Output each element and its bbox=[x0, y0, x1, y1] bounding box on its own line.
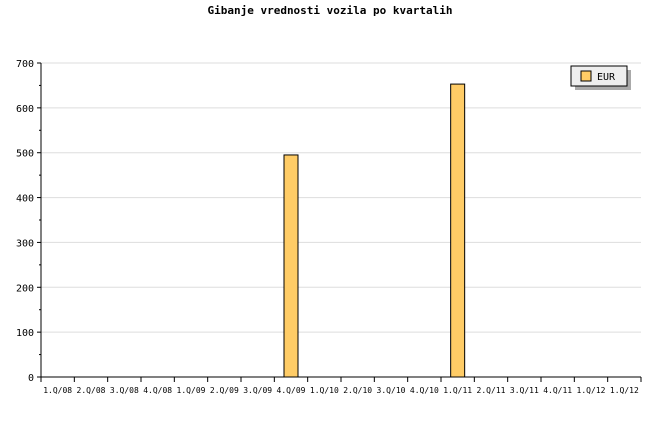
legend-swatch bbox=[580, 70, 592, 82]
bar-1.Q/11 bbox=[450, 83, 466, 378]
y-tick-label: 400 bbox=[16, 194, 34, 205]
x-tick-label: 4.Q/10 bbox=[410, 386, 439, 395]
y-tick-label: 0 bbox=[28, 373, 34, 384]
x-tick-label: 1.Q/12 bbox=[610, 386, 639, 395]
x-tick-label: 1.Q/12 bbox=[577, 386, 606, 395]
y-tick-label: 500 bbox=[16, 149, 34, 160]
y-tick-label: 300 bbox=[16, 238, 34, 249]
legend-label: EUR bbox=[597, 72, 616, 83]
x-tick-label: 2.Q/10 bbox=[343, 386, 372, 395]
x-tick-label: 1.Q/10 bbox=[310, 386, 339, 395]
y-tick-label: 600 bbox=[16, 104, 34, 115]
y-tick-label: 200 bbox=[16, 283, 34, 294]
x-tick-label: 3.Q/09 bbox=[243, 386, 272, 395]
x-tick-label: 1.Q/09 bbox=[177, 386, 206, 395]
x-tick-label: 2.Q/09 bbox=[210, 386, 239, 395]
x-tick-label: 3.Q/11 bbox=[510, 386, 539, 395]
x-tick-label: 3.Q/08 bbox=[110, 386, 139, 395]
x-tick-label: 1.Q/11 bbox=[443, 386, 472, 395]
y-tick-label: 100 bbox=[16, 328, 34, 339]
x-tick-label: 2.Q/11 bbox=[477, 386, 506, 395]
y-tick-label: 700 bbox=[16, 59, 34, 70]
bar-4.Q/09 bbox=[283, 154, 299, 378]
x-tick-label: 2.Q/08 bbox=[77, 386, 106, 395]
x-tick-label: 3.Q/10 bbox=[377, 386, 406, 395]
x-tick-label: 4.Q/09 bbox=[277, 386, 306, 395]
x-tick-label: 4.Q/08 bbox=[143, 386, 172, 395]
x-tick-label: 1.Q/08 bbox=[43, 386, 72, 395]
x-tick-label: 4.Q/11 bbox=[543, 386, 572, 395]
chart-title: Gibanje vrednosti vozila po kvartalih bbox=[207, 4, 453, 17]
